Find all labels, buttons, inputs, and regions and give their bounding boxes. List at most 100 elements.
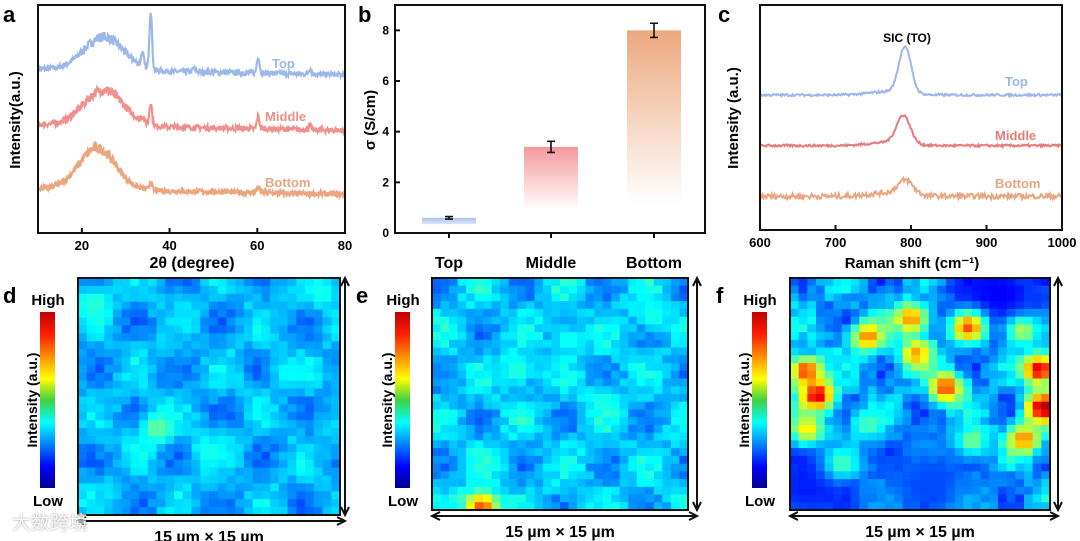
heatmap-cell bbox=[525, 409, 535, 418]
heatmap-cell bbox=[850, 332, 860, 341]
heatmap-cell bbox=[525, 494, 535, 503]
heatmap-cell bbox=[243, 380, 254, 390]
heatmap-cell bbox=[894, 293, 904, 302]
heatmap-cell bbox=[534, 502, 544, 511]
heatmap-cell bbox=[313, 325, 324, 334]
heatmap-cell bbox=[816, 285, 826, 294]
heatmap-cell bbox=[86, 301, 96, 311]
heatmap-cell bbox=[534, 301, 544, 310]
heatmap-cell bbox=[235, 285, 245, 295]
heatmap-cell bbox=[261, 301, 271, 311]
heatmap-cell bbox=[466, 316, 476, 325]
heatmap-cell bbox=[466, 347, 476, 356]
heatmap-cell bbox=[534, 339, 544, 349]
heatmap-cell bbox=[954, 285, 964, 294]
heatmap-cell bbox=[679, 448, 689, 457]
heatmap-cell bbox=[226, 285, 236, 295]
heatmap-cell bbox=[95, 467, 105, 476]
heatmap-cell bbox=[525, 347, 535, 356]
heatmap-cell bbox=[191, 483, 201, 492]
heatmap-cell bbox=[252, 475, 262, 484]
heatmap-cell bbox=[876, 409, 886, 418]
heatmap-cell bbox=[902, 332, 912, 341]
heatmap-cell bbox=[1032, 339, 1042, 349]
heatmap-cell bbox=[1024, 301, 1034, 310]
heatmap-cell bbox=[585, 479, 595, 488]
heatmap-cell bbox=[876, 486, 886, 496]
heatmap-cell bbox=[474, 386, 484, 395]
colorbar-high-label: High bbox=[743, 292, 776, 309]
heatmap-cell bbox=[261, 499, 271, 508]
heatmap-cell bbox=[670, 394, 680, 403]
heatmap-cell bbox=[850, 409, 860, 418]
heatmap-cell bbox=[209, 467, 219, 476]
heatmap-cell bbox=[432, 479, 442, 488]
heatmap-cell bbox=[147, 483, 158, 492]
heatmap-cell bbox=[868, 394, 878, 403]
heatmap-cell bbox=[894, 363, 904, 372]
heatmap-cell bbox=[121, 293, 131, 303]
heatmap-cell bbox=[440, 401, 450, 410]
heatmap-cell bbox=[585, 278, 595, 287]
heatmap-cell bbox=[104, 357, 114, 366]
heatmap-cell bbox=[662, 401, 672, 410]
heatmap-cell bbox=[868, 316, 878, 325]
heatmap-cell bbox=[491, 293, 501, 302]
heatmap-cell bbox=[868, 463, 878, 472]
heatmap-cell bbox=[1015, 455, 1025, 465]
heatmap-cell bbox=[508, 417, 518, 426]
heatmap-cell bbox=[1041, 440, 1051, 449]
heatmap-cell bbox=[165, 459, 175, 469]
heatmap-cell bbox=[147, 372, 158, 382]
heatmap-cell bbox=[850, 463, 860, 472]
heatmap-cell bbox=[217, 396, 227, 405]
heatmap-cell bbox=[112, 380, 123, 390]
heatmap-cell bbox=[816, 363, 826, 372]
heatmap-cell bbox=[679, 401, 689, 410]
heatmap-cell bbox=[78, 301, 88, 311]
heatmap-cell bbox=[954, 293, 964, 302]
heatmap-cell bbox=[78, 412, 88, 421]
heatmap-cell bbox=[1015, 370, 1025, 380]
heatmap-cell bbox=[182, 317, 193, 326]
heatmap-cell bbox=[78, 357, 88, 366]
heatmap-cell bbox=[636, 386, 646, 395]
heatmap-cell bbox=[278, 293, 289, 303]
heatmap-cell bbox=[508, 316, 518, 325]
heatmap-cell bbox=[287, 372, 297, 382]
heatmap-cell bbox=[500, 293, 510, 302]
heatmap-cell bbox=[816, 401, 826, 410]
heatmap-cell bbox=[147, 317, 158, 326]
heatmap-cell bbox=[619, 308, 629, 318]
heatmap-cell bbox=[980, 494, 990, 503]
heatmap-cell bbox=[670, 285, 680, 294]
heatmap-cell bbox=[112, 436, 123, 445]
heatmap-cell bbox=[491, 363, 501, 372]
heatmap-cell bbox=[517, 339, 527, 349]
heatmap-cell bbox=[653, 463, 663, 472]
heatmap-cell bbox=[165, 333, 175, 342]
heatmap-cell bbox=[1006, 494, 1016, 503]
heatmap-cell bbox=[440, 417, 450, 426]
heatmap-cell bbox=[560, 347, 570, 356]
heatmap-cell bbox=[147, 507, 158, 516]
heatmap-cell bbox=[449, 278, 459, 287]
heatmap-cell bbox=[305, 372, 315, 382]
y-tick-label: 4 bbox=[382, 125, 389, 139]
heatmap-cell bbox=[602, 278, 612, 287]
heatmap-cell bbox=[594, 394, 604, 403]
heatmap-cell bbox=[937, 293, 947, 302]
heatmap-cell bbox=[440, 316, 450, 325]
heatmap-cell bbox=[594, 463, 604, 472]
heatmap-cell bbox=[946, 502, 956, 511]
heatmap-cell bbox=[816, 479, 826, 488]
heatmap-cell bbox=[602, 370, 612, 380]
heatmap-cell bbox=[226, 436, 236, 445]
heatmap-cell bbox=[894, 394, 904, 403]
heatmap-cell bbox=[636, 363, 646, 372]
heatmap-cell bbox=[619, 301, 629, 310]
heatmap-cell bbox=[517, 370, 527, 380]
heatmap-cell bbox=[679, 424, 689, 434]
heatmap-cell bbox=[508, 293, 518, 302]
heatmap-cell bbox=[560, 355, 570, 364]
